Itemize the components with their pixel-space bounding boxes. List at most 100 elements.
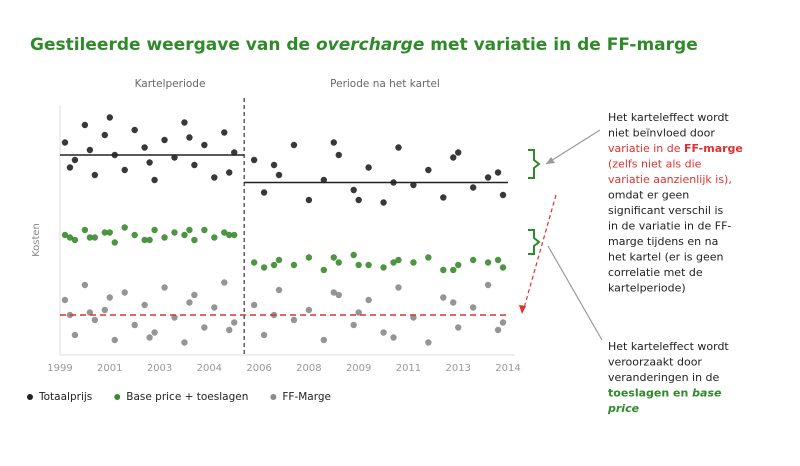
annotation-part: (zelfs niet als die [608,158,702,171]
brace [528,229,541,255]
point [330,254,337,261]
arrow [523,194,557,309]
x-tick-label: 2009 [346,363,371,374]
point [410,314,417,321]
point [335,151,342,159]
point [86,234,94,241]
annotation-part: variatie in de [608,142,684,155]
point [61,231,69,239]
point [211,304,218,311]
point [290,261,298,269]
point [151,226,158,234]
point [171,314,178,321]
annotation-part: significant verschil is [608,204,724,217]
title-part: met variatie in de FF-marge [424,35,697,55]
x-tick-label: 2011 [396,363,421,374]
point [141,144,148,151]
point [191,291,198,299]
point [270,261,278,269]
legend-marker [114,394,121,400]
point [231,231,238,239]
point [191,236,198,244]
point [66,164,74,171]
point [121,224,128,231]
point [450,266,457,274]
annotation-part: Het karteleffect wordt [608,340,729,353]
point [450,154,457,161]
point [330,289,337,296]
point [380,199,387,206]
point [305,196,313,204]
point [260,331,268,339]
point [365,164,372,171]
arrow-head [519,305,526,314]
annotation-part: base [692,387,722,400]
point [71,236,79,244]
point [81,121,89,129]
legend-label: FF-Marge [282,391,331,403]
point [101,131,109,139]
point [231,319,238,326]
point [395,256,402,264]
point [186,226,193,234]
point [275,256,283,264]
point [484,174,492,181]
point [440,294,447,301]
point [390,334,397,341]
annotation-part: in de variatie in de FF- [608,220,731,233]
point [181,339,188,346]
point [191,161,198,169]
point [121,166,128,174]
point [161,136,168,144]
point [91,316,99,324]
point [320,336,328,344]
point [161,284,168,291]
annotation-line: (zelfs niet als die [608,158,702,171]
point [101,306,109,314]
title-part: overcharge [316,35,424,55]
point [131,126,138,134]
point [250,156,258,164]
point [440,194,447,201]
point [395,144,402,151]
annotation-part: kartelperiode) [608,282,686,295]
legend-marker [270,394,277,400]
x-tick-label: 2008 [296,363,321,374]
x-tick-label: 2004 [197,363,222,374]
point [275,171,283,179]
annotation-part: veranderingen in de [608,371,720,384]
annotation-line: variatie in de FF-marge [608,142,743,155]
point [141,301,148,309]
point [211,234,218,241]
point [380,329,387,336]
annotation-part: FF-marge [684,142,743,155]
point [221,279,228,286]
point [151,176,158,184]
point [440,266,447,274]
point [106,229,113,236]
annotation-line: kartelperiode) [608,282,686,295]
annotation-part: omdat er geen [608,189,689,202]
point [106,114,113,121]
point [335,291,342,299]
point [91,234,99,241]
point [201,324,208,331]
point [131,321,138,329]
point [290,316,298,324]
annotation-part: veroorzaakt door [608,356,702,369]
period-label: Periode na het kartel [330,78,440,90]
annotation-part: het kartel (er is geen [608,251,724,264]
point [395,284,402,291]
annotation-line: in de variatie in de FF- [608,220,731,233]
point [91,171,99,179]
annotation-line: omdat er geen [608,189,689,202]
point [425,254,432,261]
point [410,181,417,189]
point [380,264,387,271]
point [425,166,432,174]
point [335,259,342,266]
point [171,154,178,161]
point [425,339,432,346]
point [305,254,313,261]
point [71,331,79,339]
